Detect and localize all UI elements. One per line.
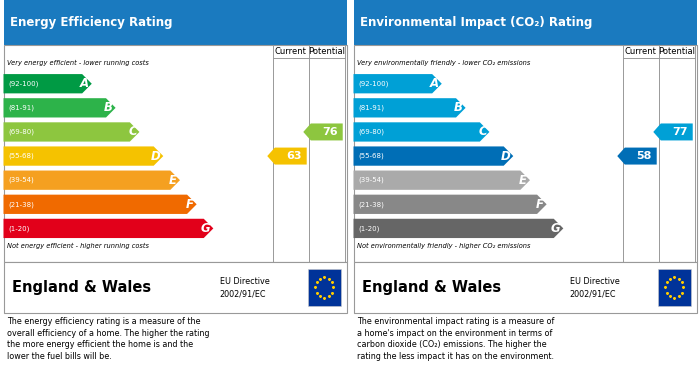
Bar	[308, 269, 341, 306]
Text: A: A	[430, 77, 439, 90]
Text: EU Directive
2002/91/EC: EU Directive 2002/91/EC	[570, 277, 620, 298]
Text: Potential: Potential	[658, 47, 695, 56]
Text: Not environmentally friendly - higher CO₂ emissions: Not environmentally friendly - higher CO…	[357, 242, 531, 249]
Bar	[4, 0, 346, 45]
Bar	[354, 45, 696, 262]
Bar	[658, 269, 691, 306]
Text: C: C	[478, 126, 486, 138]
Text: Energy Efficiency Rating: Energy Efficiency Rating	[10, 16, 173, 29]
Text: Not energy efficient - higher running costs: Not energy efficient - higher running co…	[7, 242, 149, 249]
Polygon shape	[4, 98, 116, 117]
Text: A: A	[80, 77, 89, 90]
Text: 63: 63	[286, 151, 302, 161]
Text: Very environmentally friendly - lower CO₂ emissions: Very environmentally friendly - lower CO…	[357, 60, 531, 66]
Text: (81-91): (81-91)	[358, 104, 384, 111]
Text: England & Wales: England & Wales	[12, 280, 151, 295]
Text: E: E	[169, 174, 177, 187]
Bar	[4, 262, 346, 313]
Polygon shape	[4, 219, 214, 238]
Text: (21-38): (21-38)	[8, 201, 34, 208]
Text: (92-100): (92-100)	[8, 81, 39, 87]
Text: EU Directive
2002/91/EC: EU Directive 2002/91/EC	[220, 277, 270, 298]
Text: 58: 58	[636, 151, 652, 161]
Polygon shape	[354, 146, 513, 166]
Polygon shape	[267, 147, 307, 165]
Text: G: G	[551, 222, 561, 235]
Text: D: D	[150, 150, 160, 163]
Polygon shape	[354, 74, 442, 93]
Text: (1-20): (1-20)	[358, 225, 380, 231]
Text: (55-68): (55-68)	[8, 153, 34, 159]
Text: F: F	[536, 198, 544, 211]
Polygon shape	[4, 146, 163, 166]
Text: Current: Current	[625, 47, 657, 56]
Text: (21-38): (21-38)	[358, 201, 384, 208]
Polygon shape	[354, 195, 547, 214]
Text: (55-68): (55-68)	[358, 153, 384, 159]
Polygon shape	[4, 122, 139, 142]
Text: England & Wales: England & Wales	[362, 280, 501, 295]
Polygon shape	[354, 122, 489, 142]
Text: (69-80): (69-80)	[358, 129, 384, 135]
Text: The energy efficiency rating is a measure of the
overall efficiency of a home. T: The energy efficiency rating is a measur…	[7, 317, 209, 361]
Polygon shape	[354, 219, 564, 238]
Polygon shape	[354, 170, 530, 190]
Text: C: C	[128, 126, 136, 138]
Polygon shape	[4, 195, 197, 214]
Text: B: B	[104, 101, 113, 114]
Text: B: B	[454, 101, 463, 114]
Polygon shape	[354, 98, 466, 117]
Text: 77: 77	[673, 127, 688, 137]
Text: F: F	[186, 198, 194, 211]
Text: G: G	[201, 222, 211, 235]
Polygon shape	[4, 74, 92, 93]
Text: E: E	[519, 174, 527, 187]
Text: Potential: Potential	[308, 47, 345, 56]
Text: (39-54): (39-54)	[8, 177, 34, 183]
Polygon shape	[303, 124, 343, 140]
Bar	[4, 45, 346, 262]
Text: (81-91): (81-91)	[8, 104, 34, 111]
Text: Current: Current	[275, 47, 307, 56]
Polygon shape	[617, 147, 657, 165]
Text: 76: 76	[323, 127, 338, 137]
Polygon shape	[4, 170, 180, 190]
Text: Environmental Impact (CO₂) Rating: Environmental Impact (CO₂) Rating	[360, 16, 593, 29]
Text: D: D	[500, 150, 510, 163]
Text: (92-100): (92-100)	[358, 81, 389, 87]
Text: (1-20): (1-20)	[8, 225, 30, 231]
Text: (69-80): (69-80)	[8, 129, 34, 135]
Bar	[354, 262, 696, 313]
Text: The environmental impact rating is a measure of
a home's impact on the environme: The environmental impact rating is a mea…	[357, 317, 554, 361]
Text: Very energy efficient - lower running costs: Very energy efficient - lower running co…	[7, 60, 149, 66]
Polygon shape	[653, 124, 693, 140]
Text: (39-54): (39-54)	[358, 177, 384, 183]
Bar	[354, 0, 696, 45]
